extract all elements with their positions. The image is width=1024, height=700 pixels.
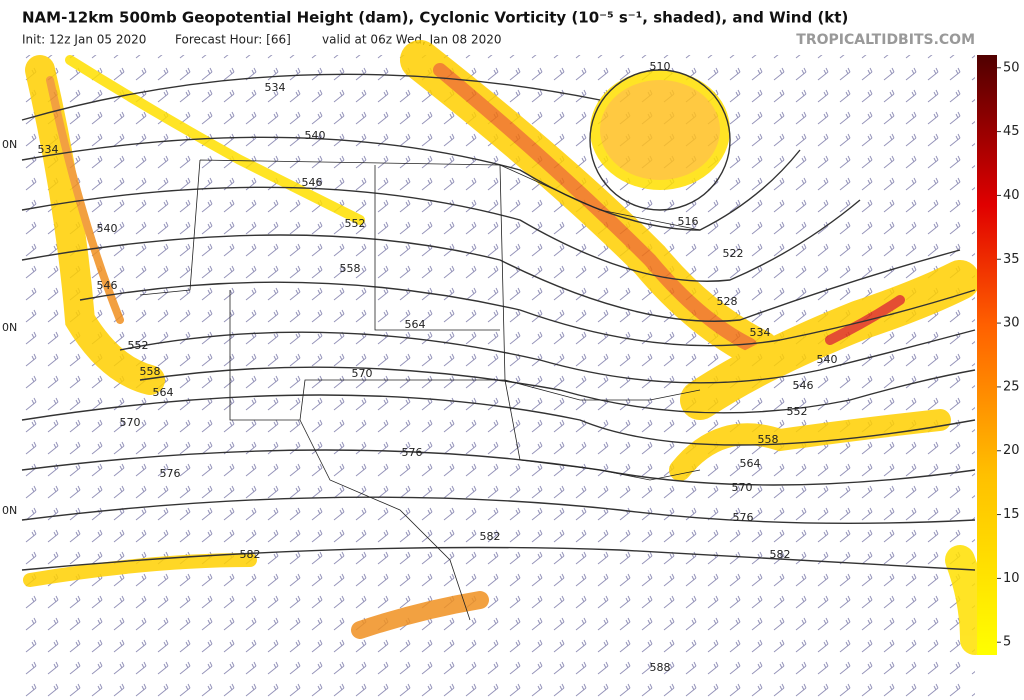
wind-barbs [22,55,975,700]
map [21,40,990,700]
contour-label: 570 [120,416,141,429]
contour-label: 558 [340,262,361,275]
latitude-label: 0N [2,321,17,334]
title: NAM-12km 500mb Geopotential Height (dam)… [22,9,848,27]
contour-label: 564 [405,318,426,331]
contour-label: 570 [732,481,753,494]
contour-label: 516 [678,215,699,228]
latitude-label: 0N [2,504,17,517]
contour-label: 546 [97,279,118,292]
contour-label: 546 [302,176,323,189]
contour-label: 582 [240,548,261,561]
contour-label: 558 [758,433,779,446]
contour-label: 558 [140,365,161,378]
colorbar-ticks: 5 10 15 20 25 30 35 40 45 50 [997,60,1020,650]
contour-label: 564 [740,457,761,470]
contour-label: 540 [97,222,118,235]
forecast-hour: Forecast Hour: [66] [175,33,291,47]
contour-label: 570 [352,367,373,380]
contour-label: 534 [265,81,286,94]
contour-label: 552 [128,339,149,352]
colorbar-tick-label: 5 [1003,635,1011,650]
contour-label: 528 [717,295,738,308]
contour-label: 540 [817,353,838,366]
contour-label: 522 [723,247,744,260]
contour-label: 510 [650,60,671,73]
latitude-label: 0N [2,138,17,151]
colorbar-tick-label: 35 [1003,252,1020,267]
contour-labels: 5345405465525585645705765825105165225285… [38,60,838,674]
colorbar-tick-label: 10 [1003,571,1020,586]
contour-label: 564 [153,386,174,399]
colorbar-tick-label: 50 [1003,60,1020,75]
colorbar [977,55,997,655]
colorbar-tick-label: 45 [1003,124,1020,139]
colorbar-tick-label: 25 [1003,379,1020,394]
init-time: Init: 12z Jan 05 2020 [22,33,146,47]
contour-label: 576 [160,467,181,480]
site-name: TROPICALTIDBITS.COM [796,32,975,48]
colorbar-tick-label: 40 [1003,188,1020,203]
contour-label: 546 [793,379,814,392]
boundaries [139,159,701,621]
height-contours [21,69,976,571]
contour-label: 582 [480,530,501,543]
contour-label: 582 [770,548,791,561]
contour-label: 576 [402,446,423,459]
contour-label: 534 [750,326,771,339]
colorbar-tick-label: 20 [1003,443,1020,458]
valid-time: valid at 06z Wed, Jan 08 2020 [322,33,502,47]
contour-label: 534 [38,143,59,156]
colorbar-tick-label: 15 [1003,507,1020,522]
contour-label: 576 [733,511,754,524]
contour-label: 552 [787,405,808,418]
contour-label: 540 [305,129,326,142]
contour-label: 552 [345,217,366,230]
colorbar-tick-label: 30 [1003,316,1020,331]
contour-label: 588 [650,661,671,674]
